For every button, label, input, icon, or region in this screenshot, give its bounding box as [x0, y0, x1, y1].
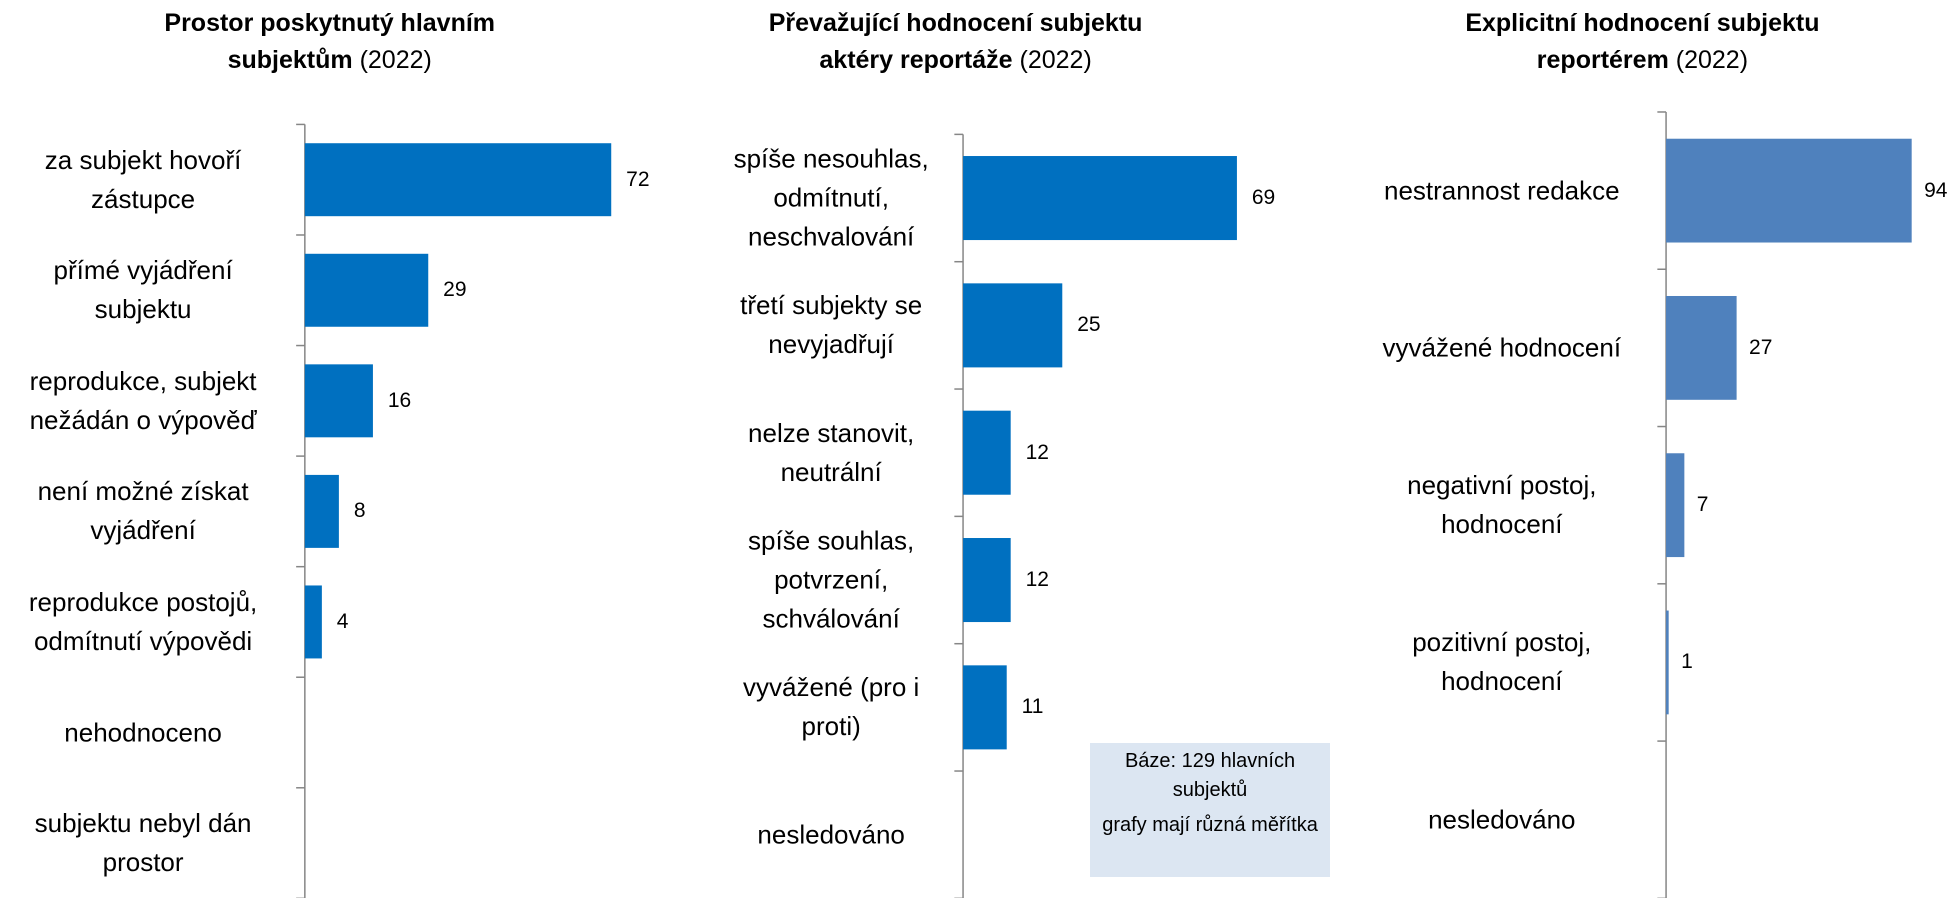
bar — [304, 474, 339, 548]
bar — [304, 253, 429, 327]
category-label: nelze stanovit, neutrální — [748, 417, 915, 487]
category-label: vyvážené hodnocení — [1382, 332, 1622, 363]
category-label: reprodukce postojů, odmítnutí výpovědi — [28, 586, 258, 656]
value-label: 29 — [443, 278, 467, 302]
value-label: 11 — [1021, 695, 1044, 719]
bar — [963, 538, 1011, 623]
category-label: není možné získat vyjádření — [37, 476, 249, 546]
chart-title: Převažující hodnocení subjektu aktéry re… — [732, 5, 1180, 79]
note-text: grafy mají různá měřítka — [1102, 813, 1318, 836]
chart-title: Prostor poskytnutý hlavním subjektům (20… — [124, 5, 535, 79]
category-label: nehodnoceno — [64, 717, 222, 747]
category-label: subjektu nebyl dán prostor — [34, 808, 252, 878]
value-label: 1 — [1681, 650, 1693, 674]
category-label: negativní postoj, hodnocení — [1407, 470, 1597, 540]
category-label: reprodukce, subjekt nežádán o výpověď — [29, 365, 257, 435]
bar — [1666, 295, 1737, 400]
category-label: spíše souhlas, potvrzení, schválování — [748, 525, 915, 634]
note-box: Báze: 129 hlavních subjektů grafy mají rů… — [1089, 742, 1331, 878]
value-label: 12 — [1025, 568, 1049, 592]
title-bold: Explicitní hodnocení subjektu reportérem — [1465, 8, 1820, 74]
bar — [304, 585, 322, 659]
value-label: 27 — [1749, 335, 1773, 359]
category-label: spíše nesouhlas, odmítnutí, neschvalován… — [733, 143, 929, 252]
value-label: 94 — [1924, 178, 1948, 202]
value-label: 69 — [1251, 186, 1276, 210]
bar — [304, 364, 373, 438]
chart-title: Explicitní hodnocení subjektu reportérem… — [1431, 5, 1854, 79]
note-text: Báze: 129 hlavních subjektů — [1124, 749, 1296, 801]
bar — [304, 143, 612, 217]
value-label: 8 — [353, 499, 366, 523]
bar — [963, 283, 1063, 368]
value-label: 4 — [336, 609, 349, 633]
value-label: 7 — [1696, 493, 1709, 517]
value-label: 72 — [626, 167, 650, 191]
bar — [1666, 453, 1685, 558]
category-label: nesledováno — [1428, 804, 1576, 835]
title-bold: Prostor poskytnutý hlavním subjektům — [164, 8, 496, 74]
category-label: přímé vyjádření subjektu — [53, 255, 233, 325]
bar — [1666, 610, 1669, 715]
bar — [963, 665, 1007, 750]
title-year: (2022) — [1675, 45, 1749, 74]
category-label: třetí subjekty se nevyjadřují — [740, 290, 923, 360]
bar — [1666, 138, 1912, 243]
bar — [963, 410, 1011, 495]
value-label: 25 — [1077, 313, 1101, 337]
value-label: 16 — [387, 388, 412, 412]
bar — [963, 156, 1237, 241]
title-year: (2022) — [359, 45, 432, 74]
category-label: pozitivní postoj, hodnocení — [1412, 627, 1592, 697]
category-label: vyvážené (pro i proti) — [743, 672, 920, 742]
category-label: nesledováno — [757, 819, 905, 850]
title-year: (2022) — [1019, 45, 1092, 74]
category-label: za subjekt hovoří zástupce — [44, 144, 242, 214]
title-bold: Převažující hodnocení subjektu aktéry re… — [768, 8, 1143, 74]
category-label: nestrannost redakce — [1384, 175, 1620, 206]
value-label: 12 — [1025, 440, 1049, 464]
